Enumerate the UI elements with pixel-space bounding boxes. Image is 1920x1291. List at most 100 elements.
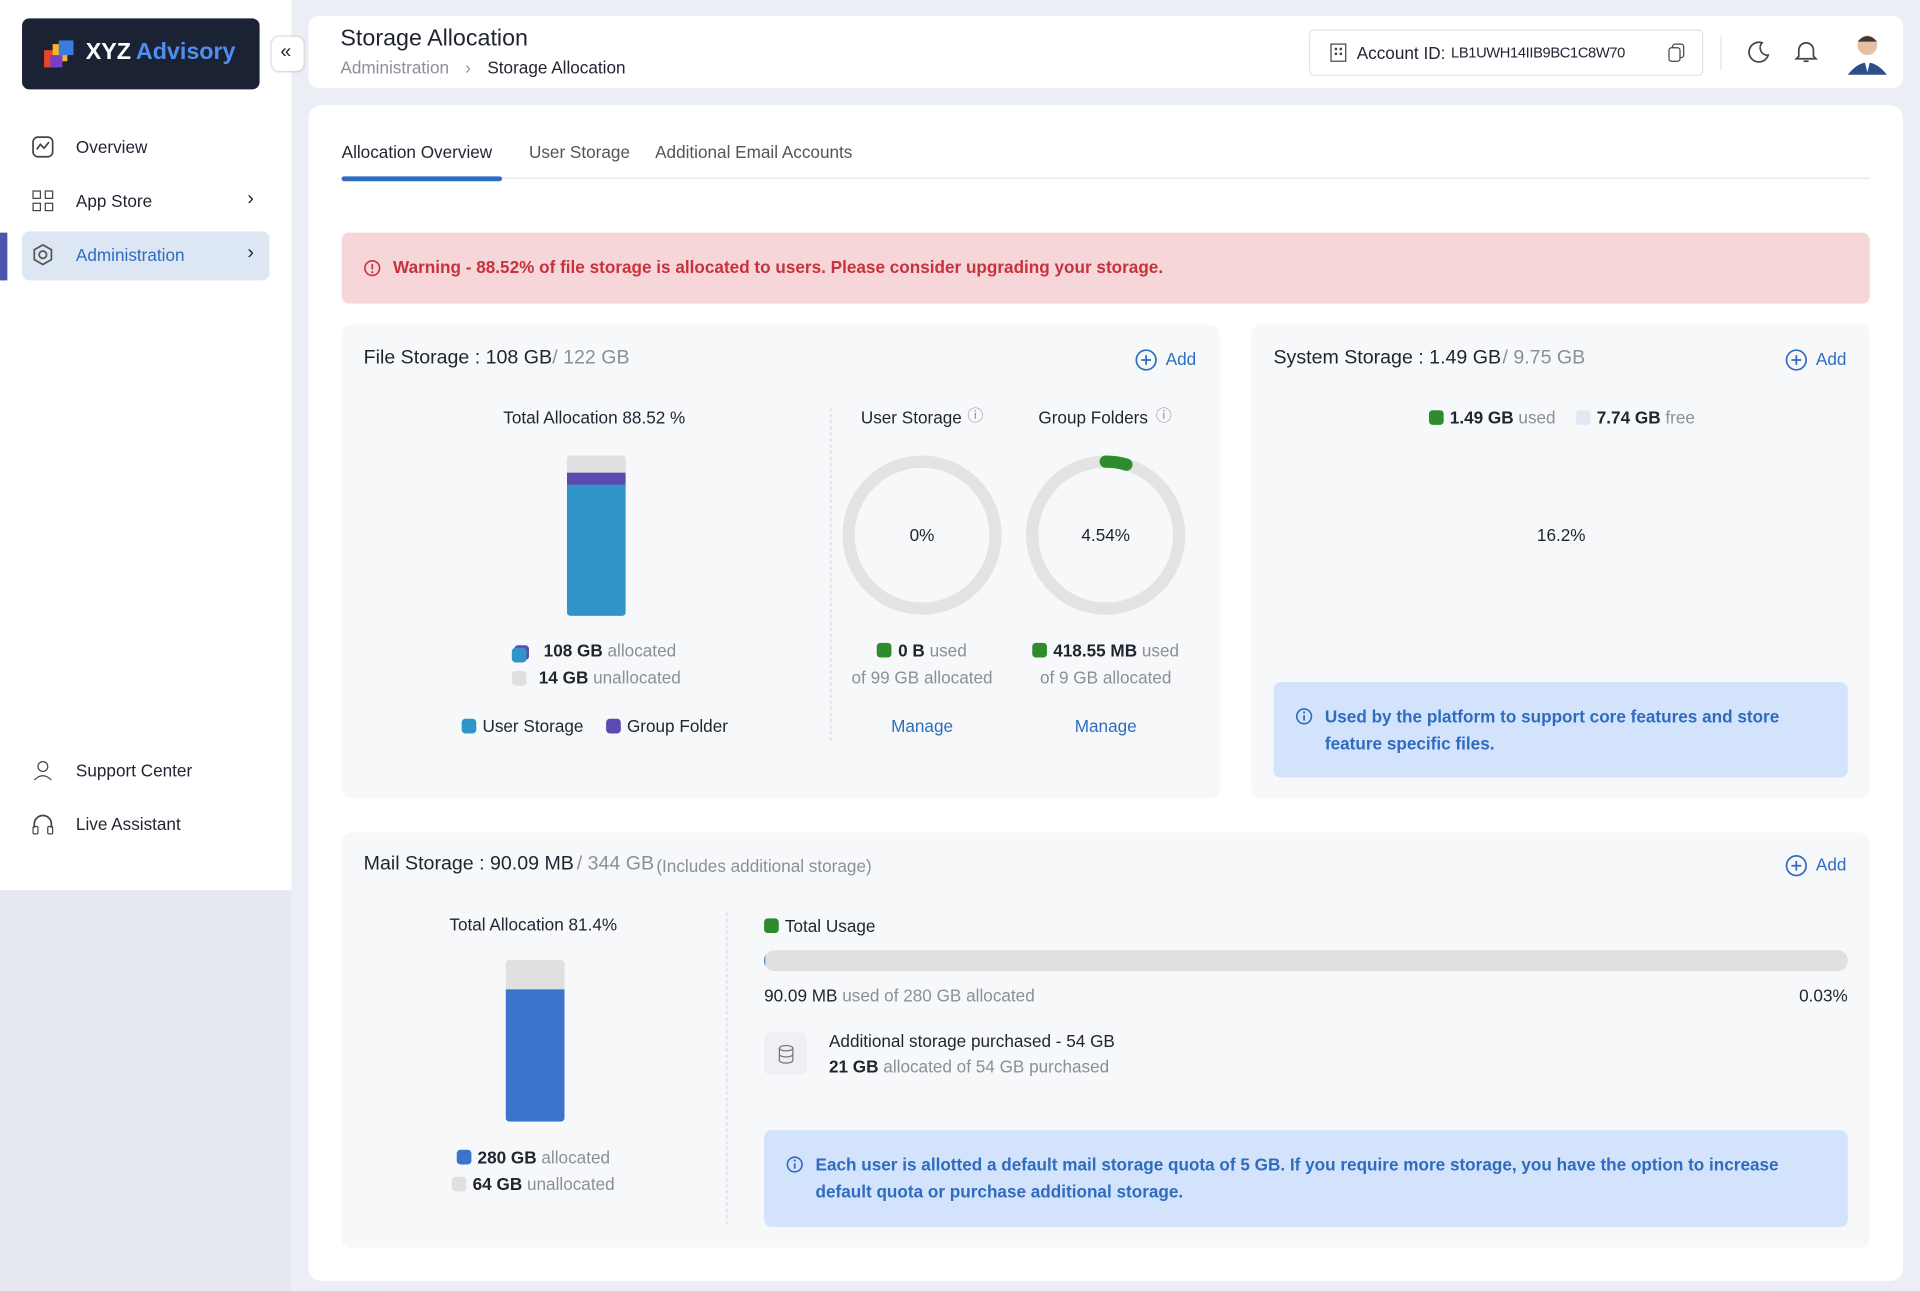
- element: [1135, 349, 1157, 371]
- element: 0 B used: [861, 638, 983, 662]
- amount: 7.74 GB: [1596, 407, 1661, 428]
- card-title: System Storage : 1.49 GB: [1273, 347, 1502, 369]
- element: 1.49 GB used: [1428, 405, 1556, 429]
- label: free: [1665, 407, 1695, 428]
- amount: 1.49 GB: [1449, 407, 1514, 428]
- allocated-of: of 9 GB allocated: [1039, 667, 1172, 687]
- element: [1339, 52, 1343, 56]
- nav-item[interactable]: Support Center: [75, 760, 193, 781]
- collapse-button[interactable]: «: [271, 36, 304, 72]
- user-storage-segment: [566, 484, 626, 616]
- nav-item[interactable]: App Store: [75, 191, 153, 211]
- active-nav-bg: [22, 231, 270, 281]
- brand-second: Advisory: [135, 39, 236, 65]
- donut-label: 16.2%: [1536, 525, 1586, 545]
- tab[interactable]: User Storage: [528, 142, 630, 162]
- swatch: [1032, 642, 1048, 658]
- sidebar: [0, 0, 292, 891]
- amount: 418.55 MB: [1053, 640, 1138, 661]
- element: [33, 243, 53, 266]
- label: allocated: [541, 1147, 611, 1167]
- element: [47, 825, 54, 835]
- donut-track: [842, 455, 1002, 615]
- icon-copy[interactable]: [1668, 43, 1685, 63]
- element: [1791, 860, 1802, 871]
- element: [364, 260, 381, 277]
- element: [1334, 47, 1338, 51]
- icon-building: [1330, 43, 1347, 62]
- icon-bell[interactable]: [1794, 39, 1818, 63]
- donut-label: 4.54%: [1081, 525, 1131, 545]
- label: allocated of 54 GB purchased: [883, 1056, 1110, 1077]
- swatch: [1428, 410, 1444, 425]
- avatar[interactable]: [1847, 31, 1889, 75]
- element: [1791, 355, 1802, 365]
- icon-admin: [33, 243, 53, 266]
- amount: 108 GB: [543, 640, 603, 661]
- manage-link[interactable]: Manage: [1074, 716, 1137, 736]
- card-total: / 344 GB: [576, 853, 655, 875]
- element: [786, 1156, 803, 1173]
- icon-assistant: [32, 814, 54, 835]
- manage-link[interactable]: Manage: [891, 716, 954, 736]
- icon-info: [1295, 708, 1313, 725]
- warning-banner: Warning - 88.52% of file storage is allo…: [341, 232, 1870, 304]
- usage-title: Total Usage: [784, 915, 876, 936]
- element: [778, 1044, 794, 1052]
- breadcrumb[interactable]: Administration: [340, 57, 450, 78]
- divider: [1720, 35, 1722, 70]
- header: Storage Allocation Administration › Stor…: [308, 15, 1903, 89]
- allocated-segment: [505, 989, 565, 1122]
- swatch: [456, 1149, 472, 1165]
- swatch: [451, 1176, 467, 1192]
- info-text: Used by the platform to support core fea…: [1324, 706, 1780, 754]
- nav-item[interactable]: Overview: [75, 137, 148, 157]
- label: unallocated: [526, 1174, 615, 1194]
- tab[interactable]: Additional Email Accounts: [655, 142, 853, 162]
- element: Group Folder: [606, 714, 728, 738]
- account-label: Account ID:: [1356, 42, 1446, 63]
- add-button[interactable]: Add: [1815, 348, 1847, 369]
- element: User Storage: [461, 714, 583, 738]
- allocated-of: of 99 GB allocated: [851, 667, 993, 687]
- warning-text: Warning - 88.52% of file storage is allo…: [393, 257, 1164, 277]
- account-box: Account ID: LB1UWH14IIB9BC1C8W70: [1308, 29, 1704, 76]
- add-button[interactable]: Add: [1815, 854, 1847, 875]
- info-box: Used by the platform to support core fea…: [1273, 682, 1848, 778]
- amount: 64 GB: [472, 1174, 523, 1194]
- element: [1334, 52, 1338, 56]
- swatch: [511, 647, 527, 663]
- nav-item-active[interactable]: Administration: [75, 244, 185, 265]
- icon-alert: [364, 260, 381, 277]
- element: [371, 271, 374, 274]
- brand[interactable]: XYZ Advisory: [22, 18, 260, 90]
- donut-arc: [1026, 455, 1186, 615]
- label: used: [1141, 640, 1180, 661]
- amount: 21 GB: [828, 1056, 879, 1077]
- account-id: LB1UWH14IIB9BC1C8W70: [1451, 44, 1625, 62]
- tab-active[interactable]: Allocation Overview: [341, 142, 493, 162]
- element: [32, 136, 54, 158]
- icon-theme[interactable]: [1747, 40, 1770, 63]
- card-note: (Includes additional storage): [656, 855, 872, 876]
- element: «: [280, 41, 292, 63]
- icon-support: [33, 761, 52, 781]
- element: [32, 202, 42, 212]
- swatch: [877, 642, 893, 658]
- brand-first: XYZ: [85, 39, 131, 65]
- legend-item: Group Folder: [626, 716, 728, 736]
- brand-logo: [44, 40, 74, 68]
- divider: [830, 407, 832, 741]
- total-allocation: Total Allocation 81.4%: [449, 914, 618, 935]
- element: [778, 1048, 794, 1064]
- element: 108 GB allocated: [544, 638, 676, 662]
- element: [44, 190, 54, 199]
- card-title: Mail Storage : 90.09 MB: [363, 853, 574, 875]
- amount: 90.09 MB: [764, 985, 838, 1006]
- divider: [726, 912, 728, 1225]
- amount: 0 B: [898, 640, 925, 661]
- nav-item[interactable]: Live Assistant: [75, 814, 181, 834]
- add-button[interactable]: Add: [1165, 348, 1197, 369]
- amount: 280 GB: [477, 1147, 537, 1167]
- info-icon: ⓘ: [967, 406, 984, 425]
